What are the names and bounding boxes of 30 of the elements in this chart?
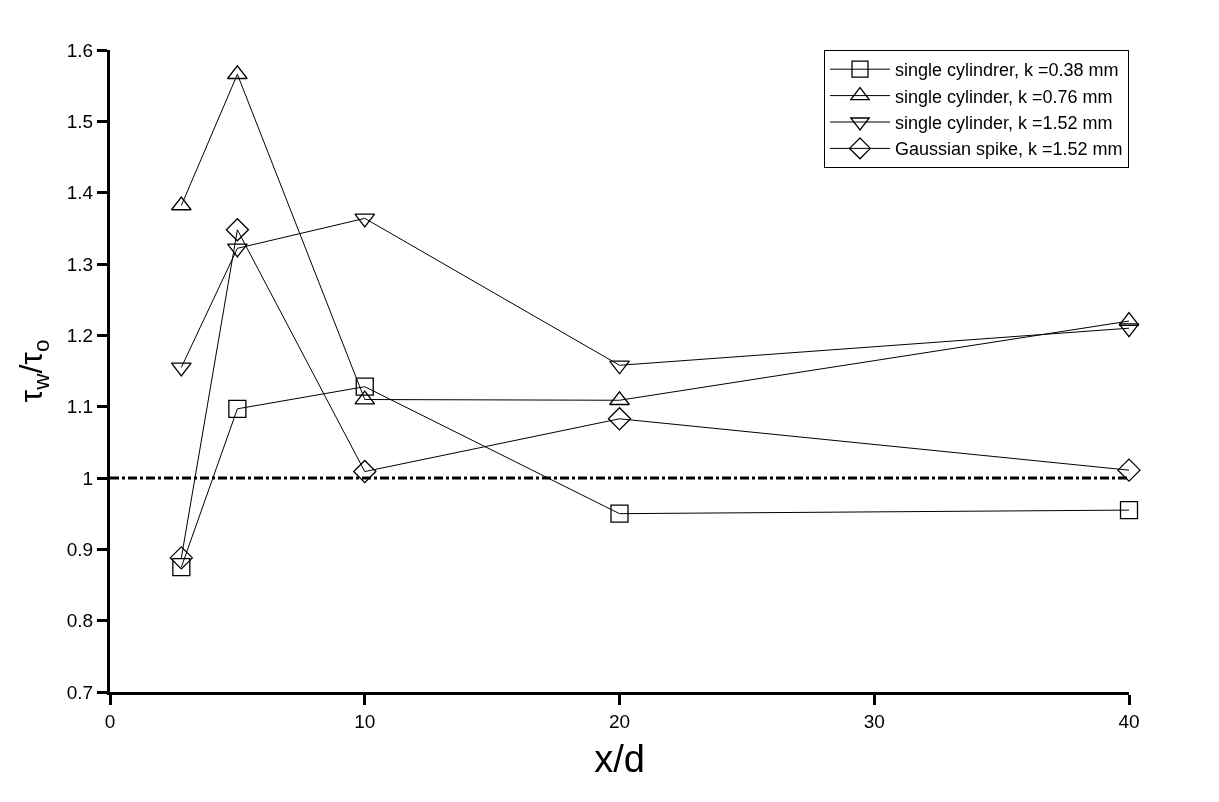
point bbox=[228, 399, 247, 418]
y-tick-label: 1.4 bbox=[66, 182, 94, 204]
y-tick-label: 1.1 bbox=[66, 396, 94, 418]
point bbox=[355, 377, 374, 396]
point bbox=[610, 504, 629, 523]
point bbox=[353, 459, 377, 484]
point bbox=[169, 546, 194, 570]
point bbox=[1119, 500, 1139, 520]
y-tick-label: 1.5 bbox=[66, 110, 94, 132]
y-tick-label: 0.8 bbox=[66, 610, 94, 632]
y-tick-label: 0.9 bbox=[66, 538, 94, 560]
x-tick-label: 30 bbox=[863, 710, 885, 732]
x-tick-label: 10 bbox=[354, 710, 376, 732]
x-axis-title: x/d bbox=[594, 737, 645, 780]
x-tick-label: 0 bbox=[104, 710, 116, 732]
y-tick-label: 1.3 bbox=[66, 253, 94, 275]
point bbox=[225, 218, 250, 242]
point bbox=[1117, 458, 1141, 482]
y-tick-label: 1 bbox=[82, 467, 94, 489]
x-tick-label: 40 bbox=[1118, 710, 1140, 732]
point bbox=[607, 407, 632, 431]
y-tick-label: 0.7 bbox=[66, 681, 94, 703]
y-tick-label: 1.2 bbox=[66, 324, 94, 346]
legend-label: single cylinder, k =0.76 mm bbox=[895, 86, 1113, 107]
legend-label: single cylindrer, k =0.38 mm bbox=[895, 60, 1119, 81]
x-tick-label: 20 bbox=[608, 710, 631, 732]
legend-label: Gaussian spike, k =1.52 mm bbox=[895, 139, 1123, 160]
y-tick-label: 1.6 bbox=[66, 39, 94, 61]
legend-label: single cylinder, k =1.52 mm bbox=[895, 113, 1113, 134]
point bbox=[609, 391, 630, 406]
